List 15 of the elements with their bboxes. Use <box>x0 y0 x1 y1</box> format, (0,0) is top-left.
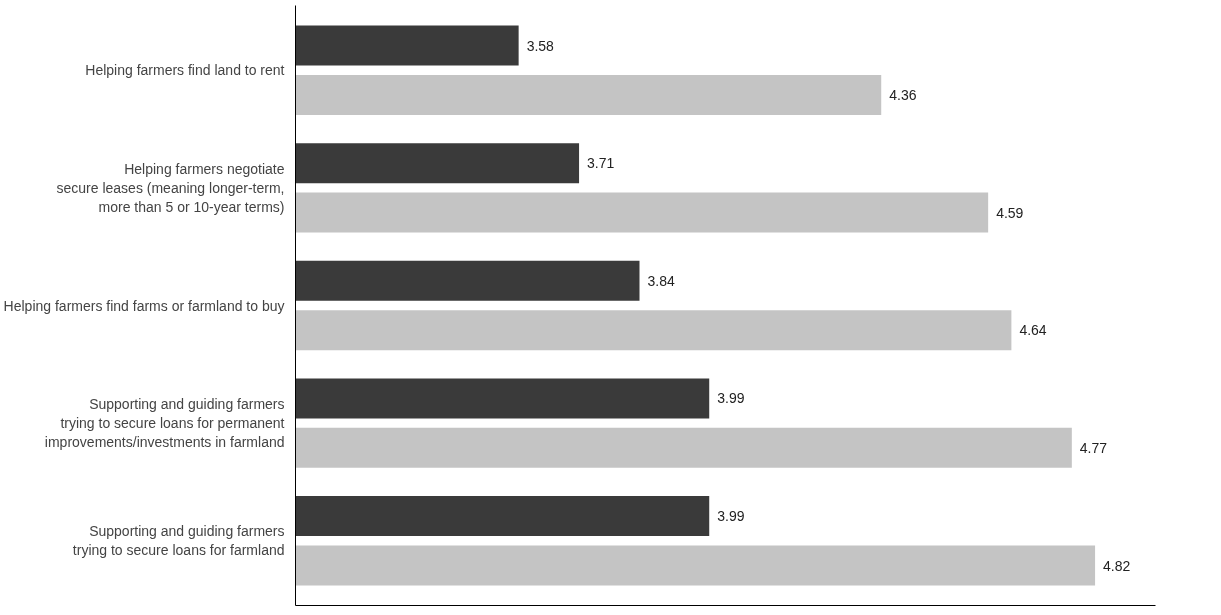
y-tick-label: Supporting and guiding farmers trying to secure loans for permanent improvements/investments in farmland <box>44 395 285 451</box>
y-tick-label: Helping farmers find land to rent <box>85 62 285 79</box>
data-label: 3.99 <box>717 390 745 407</box>
y-tick-label: Supporting and guiding farmers trying to secure loans for farmland <box>72 523 285 559</box>
data-label: 3.99 <box>717 508 745 525</box>
data-label: 4.82 <box>1103 557 1131 574</box>
data-label: 4.36 <box>889 86 917 103</box>
data-label: 3.84 <box>647 272 675 289</box>
data-label: 3.58 <box>526 37 555 54</box>
data-label: 4.64 <box>1019 322 1047 339</box>
data-label: 4.59 <box>996 204 1024 221</box>
data-label: 3.71 <box>587 155 615 172</box>
y-tick-label: Helping farmers find farms or farmland to buy <box>3 297 285 314</box>
y-tick-label: Helping farmers negotiate secure leases (meaning longer-term, more than 5 or 10-year terms) <box>56 160 285 216</box>
data-label: 4.77 <box>1079 439 1108 456</box>
